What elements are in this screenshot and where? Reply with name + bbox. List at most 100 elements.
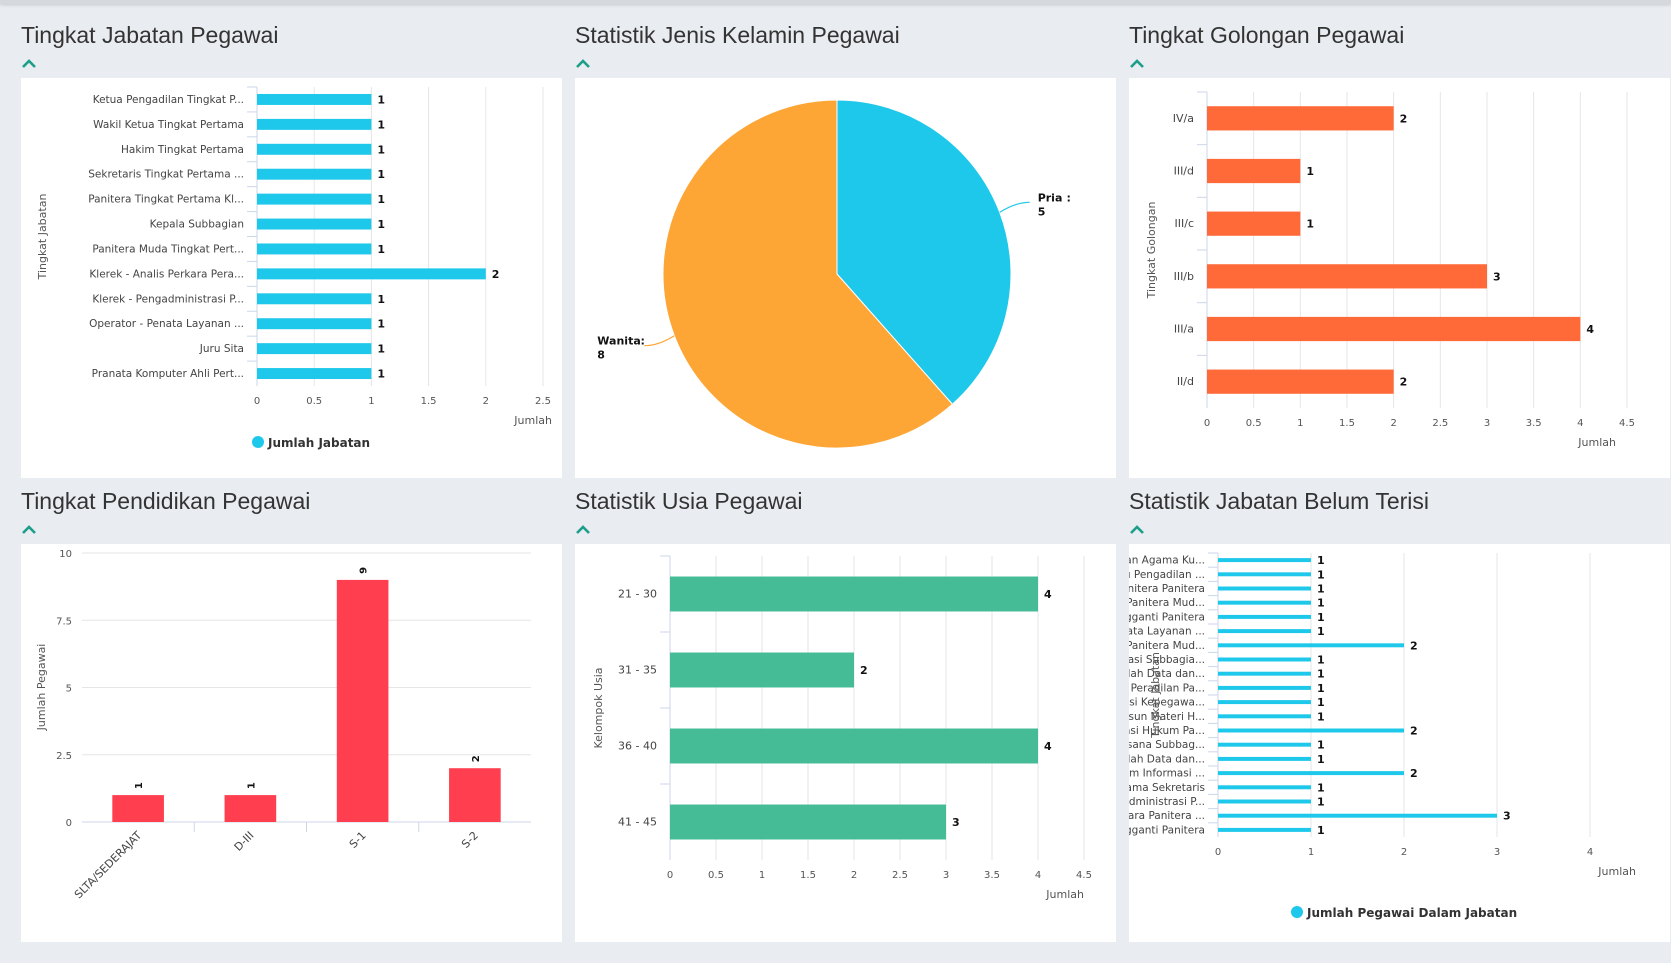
bar	[336, 579, 389, 822]
y-tick-label: Pranata Komputer Ahli Pert...	[92, 368, 244, 380]
y-tick-label: 7.5	[56, 616, 72, 627]
data-label: 2	[471, 755, 482, 762]
x-axis-title: Jumlah	[513, 414, 552, 427]
bar	[257, 193, 372, 205]
y-tick-label: III/d	[1174, 165, 1194, 178]
collapse-chevron-up-icon[interactable]	[21, 56, 37, 70]
x-tick-label: 1	[1297, 418, 1303, 429]
pie-label-colon: :	[1066, 191, 1070, 204]
bar	[224, 795, 277, 822]
section-title: Statistik Jenis Kelamin Pegawai	[575, 22, 900, 48]
legend-label: Jumlah Pegawai Dalam Jabatan	[1306, 906, 1517, 920]
data-label: 4	[1586, 323, 1594, 336]
data-label: 2	[1410, 767, 1418, 780]
bar	[257, 243, 372, 255]
x-tick-label: 2	[851, 870, 857, 881]
y-tick-label: Klerek - Pengadministrasi P...	[92, 293, 244, 305]
bar	[1218, 714, 1311, 719]
y-tick-label: Pengadministrasi Hukum Pa...	[1129, 725, 1205, 737]
bar	[1218, 671, 1311, 676]
x-tick-label: 4	[1577, 418, 1583, 429]
x-tick-label: 2	[1390, 418, 1396, 429]
bar	[257, 93, 372, 105]
collapse-chevron-up-icon[interactable]	[575, 56, 591, 70]
x-tick-label: 3	[943, 870, 949, 881]
data-label: 4	[1044, 588, 1052, 601]
x-tick-label: 3.5	[1526, 418, 1542, 429]
bar	[1218, 827, 1311, 832]
chart-panel: 0 0.5 1 1.5 2 2.5 3 3.5 4 4.5 21 - 30 4 31 - 35 2 36 -…	[575, 544, 1116, 942]
bar	[1218, 813, 1497, 818]
x-tick-label: 3	[1494, 847, 1500, 858]
data-label: 3	[1503, 810, 1511, 823]
bar	[1218, 572, 1311, 577]
collapse-chevron-up-icon[interactable]	[21, 522, 37, 536]
section-title: Tingkat Jabatan Pegawai	[21, 22, 279, 48]
bar	[257, 318, 372, 330]
pie-label: Wanita	[597, 335, 640, 348]
x-tick-label: 0	[254, 396, 260, 407]
x-tick-label: D-III	[232, 829, 257, 854]
bar	[112, 795, 164, 822]
bar	[1218, 742, 1311, 747]
data-label: 1	[377, 368, 385, 381]
y-tick-label: Panitera Tingkat Pertama Kl...	[88, 194, 244, 206]
x-tick-label: 1	[759, 870, 765, 881]
section-title: Statistik Usia Pegawai	[575, 488, 803, 514]
data-label: 1	[1317, 568, 1325, 581]
x-tick-label: 3	[1484, 418, 1490, 429]
data-label: 1	[1306, 218, 1314, 231]
section-title: Tingkat Golongan Pegawai	[1129, 22, 1405, 48]
y-axis-title: Kelompok Usia	[592, 667, 605, 748]
bar	[257, 343, 372, 355]
x-tick-label: 2.5	[535, 396, 551, 407]
collapse-chevron-up-icon[interactable]	[1129, 56, 1145, 70]
collapse-chevron-up-icon[interactable]	[1129, 522, 1145, 536]
y-tick-label: Klerek - Pengolah Data dan...	[1129, 753, 1205, 765]
x-tick-label: 2	[483, 396, 489, 407]
y-tick-label: Auditor Pertama Sekretaris	[1129, 782, 1205, 794]
bar	[257, 218, 372, 230]
y-tick-label: Operator - Penata Layanan ...	[89, 318, 244, 330]
y-tick-label: Analis Organisasi Subbagia...	[1129, 654, 1205, 666]
data-label: 9	[359, 567, 370, 574]
y-tick-label: Panitera Panitera	[1129, 583, 1205, 595]
legend-marker	[1291, 906, 1303, 918]
bar	[257, 293, 372, 305]
y-tick-label: 2.5	[56, 751, 72, 762]
data-label: 1	[134, 782, 145, 789]
y-tick-label: Hakim Non Palu Pengadilan ...	[1129, 569, 1205, 581]
data-label: 1	[1306, 165, 1314, 178]
y-tick-label: 0	[66, 818, 72, 829]
y-tick-label: Analis Hukum Panitera Mud...	[1129, 640, 1205, 652]
y-tick-label: Kepala Subbagian	[150, 219, 244, 231]
data-label: 1	[377, 143, 385, 156]
bar	[257, 268, 486, 280]
data-label: 1	[1317, 554, 1325, 567]
bar	[257, 118, 372, 130]
data-label: 1	[1317, 583, 1325, 596]
x-tick-label: 2.5	[1432, 418, 1448, 429]
chart-golongan: 0 0.5 1 1.5 2 2.5 3 3.5 4 4.5 IV/a 2 III/d 1 III/c 1 III…	[1145, 91, 1635, 449]
x-tick-label: 2.5	[892, 870, 908, 881]
bar	[1218, 629, 1311, 634]
pie-value: 8	[597, 349, 605, 362]
collapse-chevron-up-icon[interactable]	[575, 522, 591, 536]
data-label: 4	[1044, 740, 1052, 753]
pie-value: 5	[1038, 205, 1046, 218]
y-axis-title: Tingkat Jabatan	[36, 194, 49, 281]
chart-jabatan: 0 0.5 1 1.5 2 2.5 Ketua Pengadilan Tingkat P..…	[36, 86, 552, 450]
bar	[1218, 586, 1311, 591]
data-label: 1	[377, 218, 385, 231]
chart-pendidikan: 0 2.5 5 7.5 10 1 SLTA/SEDERAJAT 1 D-III 9 S-1 2 S-2 J…	[35, 549, 531, 901]
y-tick-label: II/d	[1177, 375, 1194, 388]
data-label: 1	[1317, 611, 1325, 624]
bar	[1207, 264, 1487, 289]
y-tick-label: Analis Tata Laksana Subbag...	[1129, 739, 1205, 751]
pie-connector	[999, 201, 1030, 213]
x-tick-label: 1.5	[421, 396, 437, 407]
data-label: 3	[952, 816, 960, 829]
bar	[670, 576, 1038, 612]
data-label: 2	[1400, 376, 1408, 389]
data-label: 1	[1317, 682, 1325, 695]
